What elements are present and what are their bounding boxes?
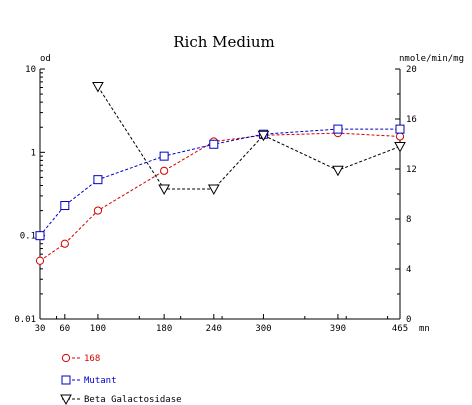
series-point bbox=[93, 206, 103, 215]
legend-item: 168 bbox=[61, 353, 100, 364]
x-tick-label: 390 bbox=[330, 324, 346, 334]
series-point bbox=[333, 124, 343, 134]
legend-label: 168 bbox=[84, 354, 100, 364]
right-tick-label: 0 bbox=[406, 315, 411, 325]
legend-item: Beta Galactosidase bbox=[60, 394, 182, 405]
right-tick-label: 4 bbox=[406, 265, 411, 275]
series-point bbox=[158, 184, 170, 196]
series-beta-galactosidase bbox=[92, 82, 406, 196]
series-point bbox=[60, 201, 70, 211]
series-point bbox=[60, 239, 69, 248]
series-point bbox=[207, 184, 220, 196]
x-tick-label: 60 bbox=[59, 324, 70, 334]
left-tick-label: 1 bbox=[31, 148, 36, 158]
series-line bbox=[39, 128, 400, 237]
left-axis-unit: od bbox=[40, 54, 51, 64]
series-168 bbox=[35, 129, 405, 265]
series-point bbox=[332, 165, 344, 177]
right-tick-label: 8 bbox=[406, 215, 411, 225]
x-axis-ticks: 30 60 100 180 240 300 390 465 bbox=[35, 314, 408, 334]
left-tick-label: 10 bbox=[25, 65, 36, 75]
x-tick-label: 100 bbox=[90, 324, 106, 334]
series-point bbox=[35, 256, 45, 265]
series-layer bbox=[35, 82, 406, 265]
series-line bbox=[97, 86, 401, 190]
series-point bbox=[395, 132, 405, 141]
series-point bbox=[93, 175, 103, 185]
x-tick-label: 180 bbox=[156, 324, 172, 334]
x-tick-label: 465 bbox=[392, 324, 408, 334]
legend-label: Beta Galactosidase bbox=[84, 395, 182, 405]
legend-item: Mutant bbox=[61, 375, 117, 386]
series-point bbox=[35, 231, 45, 241]
legend: 168 Mutant Beta Galactosidase bbox=[60, 353, 182, 405]
series-point bbox=[61, 375, 71, 385]
right-tick-label: 12 bbox=[406, 165, 417, 175]
right-tick-label: 16 bbox=[406, 115, 417, 125]
series-point bbox=[160, 166, 169, 175]
right-axis-ticks: 0 4 8 12 16 20 bbox=[395, 65, 417, 325]
series-point bbox=[92, 82, 104, 93]
x-tick-label: 300 bbox=[255, 324, 271, 334]
x-tick-label: 240 bbox=[206, 324, 222, 334]
x-tick-label: 30 bbox=[35, 324, 46, 334]
right-tick-label: 20 bbox=[406, 65, 417, 75]
legend-label: Mutant bbox=[84, 376, 117, 386]
series-point bbox=[60, 394, 72, 405]
series-point bbox=[394, 142, 406, 153]
left-tick-label: 0.01 bbox=[14, 315, 36, 325]
left-tick-label: 0.1 bbox=[20, 232, 36, 242]
chart-title: Rich Medium bbox=[173, 33, 274, 51]
right-axis-unit: nmole/min/mg bbox=[399, 54, 464, 64]
x-axis-unit: mn bbox=[419, 324, 430, 334]
series-point bbox=[209, 139, 219, 149]
series-point bbox=[395, 124, 405, 134]
series-point bbox=[257, 130, 270, 142]
series-point bbox=[159, 151, 169, 161]
plot-axes bbox=[39, 69, 401, 320]
series-point bbox=[61, 353, 71, 363]
series-line bbox=[39, 132, 401, 262]
